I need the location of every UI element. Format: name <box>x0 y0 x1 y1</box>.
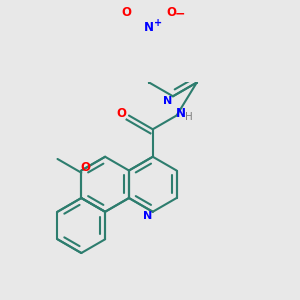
Text: N: N <box>163 96 172 106</box>
Text: O: O <box>117 107 127 120</box>
Text: N: N <box>143 211 152 221</box>
Text: N: N <box>144 21 154 34</box>
Text: O: O <box>80 161 90 174</box>
Text: N: N <box>176 107 186 120</box>
Text: O: O <box>122 6 132 19</box>
Text: −: − <box>175 7 185 20</box>
Text: H: H <box>185 112 193 122</box>
Text: O: O <box>167 6 176 19</box>
Text: +: + <box>154 18 162 28</box>
